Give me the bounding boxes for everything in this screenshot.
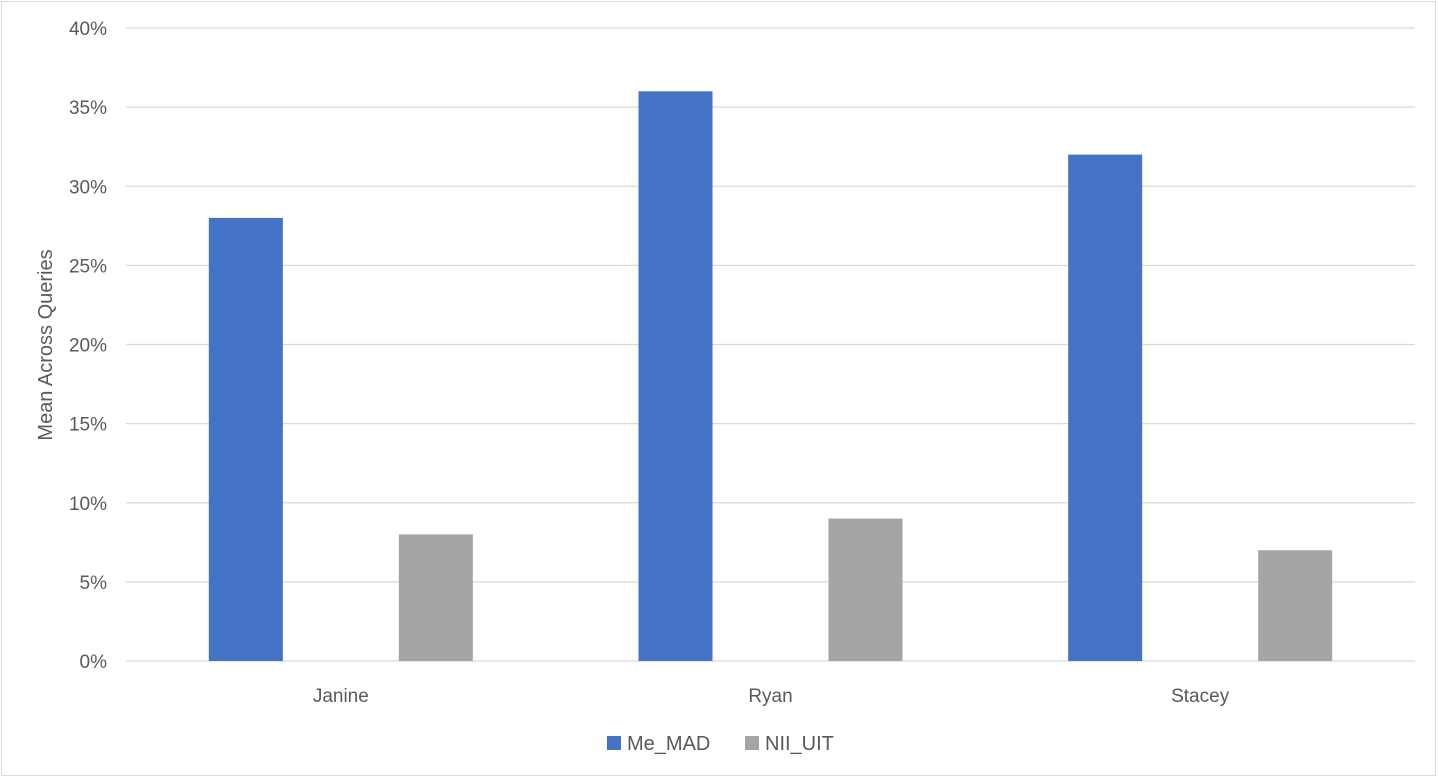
bar-nii-uit — [398, 534, 473, 661]
x-tick-label: Janine — [313, 686, 369, 707]
y-tick-labels: 0% 5% 10% 15% 20% 25% 30% 35% 40% — [69, 19, 107, 673]
bar-me-mad — [1068, 154, 1143, 661]
y-tick-label: 30% — [69, 177, 107, 198]
y-tick-label: 20% — [69, 336, 107, 357]
y-tick-label: 25% — [69, 256, 107, 277]
y-tick-label: 10% — [69, 494, 107, 515]
legend-swatch — [607, 736, 621, 750]
bar-me-mad — [638, 91, 713, 662]
y-tick-label: 5% — [80, 573, 108, 594]
x-tick-label: Ryan — [748, 686, 792, 707]
y-tick-label: 35% — [69, 98, 107, 119]
bars — [208, 91, 1333, 662]
y-axis-title: Mean Across Queries — [35, 249, 57, 440]
y-tick-label: 0% — [80, 652, 108, 673]
legend-label: Me_MAD — [627, 733, 710, 755]
legend-label: NII_UIT — [765, 733, 834, 755]
x-tick-labels: Janine Ryan Stacey — [313, 686, 1230, 707]
y-tick-label: 40% — [69, 19, 107, 40]
bar-nii-uit — [1258, 550, 1333, 661]
x-tick-label: Stacey — [1171, 686, 1230, 707]
legend-swatch — [745, 736, 759, 750]
bar-me-mad — [208, 217, 283, 661]
legend: Me_MAD NII_UIT — [607, 733, 834, 755]
y-tick-label: 15% — [69, 415, 107, 436]
gridlines — [126, 27, 1415, 662]
bar-nii-uit — [828, 518, 903, 661]
